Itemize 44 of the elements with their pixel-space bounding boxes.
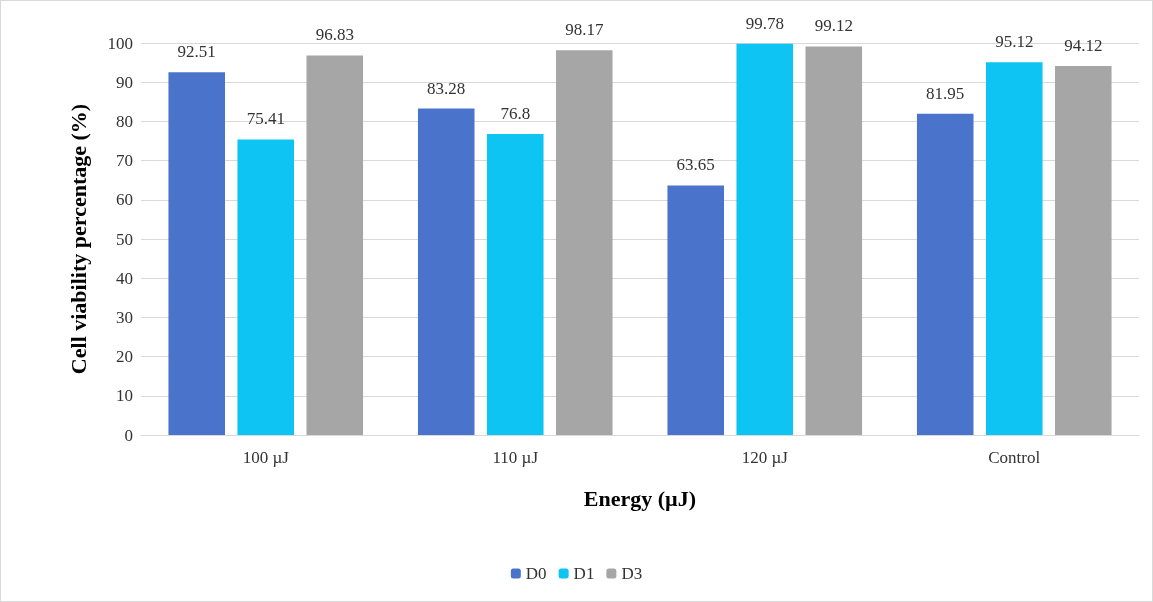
bar xyxy=(736,43,794,435)
legend-label: D0 xyxy=(525,564,547,583)
x-tick-label: 100 µJ xyxy=(242,448,290,467)
bar xyxy=(237,139,295,435)
data-label: 96.83 xyxy=(315,25,354,45)
bar xyxy=(555,50,613,435)
bar xyxy=(486,133,544,435)
x-tick-label: 110 µJ xyxy=(492,448,539,467)
y-tick-label: 0 xyxy=(124,425,133,445)
data-label: 75.41 xyxy=(246,109,285,129)
x-axis-title: Energy (µJ) xyxy=(583,485,697,511)
data-label: 76.8 xyxy=(500,103,531,123)
data-label: 81.95 xyxy=(926,83,965,103)
bar xyxy=(306,55,364,435)
y-tick-label: 50 xyxy=(116,229,133,249)
y-tick-label: 30 xyxy=(116,307,133,327)
bar xyxy=(805,46,863,435)
y-axis-title: Cell viability percentage (%) xyxy=(65,103,91,375)
legend-label: D3 xyxy=(621,564,643,583)
data-label: 92.51 xyxy=(177,42,216,62)
bar xyxy=(916,113,974,435)
y-tick-label: 60 xyxy=(116,190,133,210)
y-tick-label: 10 xyxy=(116,386,133,406)
legend-label: D1 xyxy=(573,564,595,583)
y-tick-label: 20 xyxy=(116,347,133,367)
data-label: 99.78 xyxy=(745,13,784,33)
y-tick-label: 70 xyxy=(116,151,133,171)
x-tick-label: 120 µJ xyxy=(741,448,789,467)
bar xyxy=(417,108,475,435)
data-label: 99.12 xyxy=(814,16,853,36)
data-label: 83.28 xyxy=(427,78,466,98)
data-label: 63.65 xyxy=(676,155,715,175)
bar xyxy=(168,72,226,435)
bar xyxy=(1054,66,1112,435)
bar xyxy=(985,62,1043,435)
y-tick-label: 40 xyxy=(116,268,133,288)
y-tick-label: 100 xyxy=(107,33,133,53)
data-label: 98.17 xyxy=(565,20,604,40)
y-tick-label: 80 xyxy=(116,111,133,131)
x-tick-label: Control xyxy=(988,448,1041,467)
data-label: 95.12 xyxy=(995,32,1034,52)
y-tick-label: 90 xyxy=(116,72,133,92)
bar xyxy=(667,185,725,435)
data-label: 94.12 xyxy=(1064,36,1103,56)
